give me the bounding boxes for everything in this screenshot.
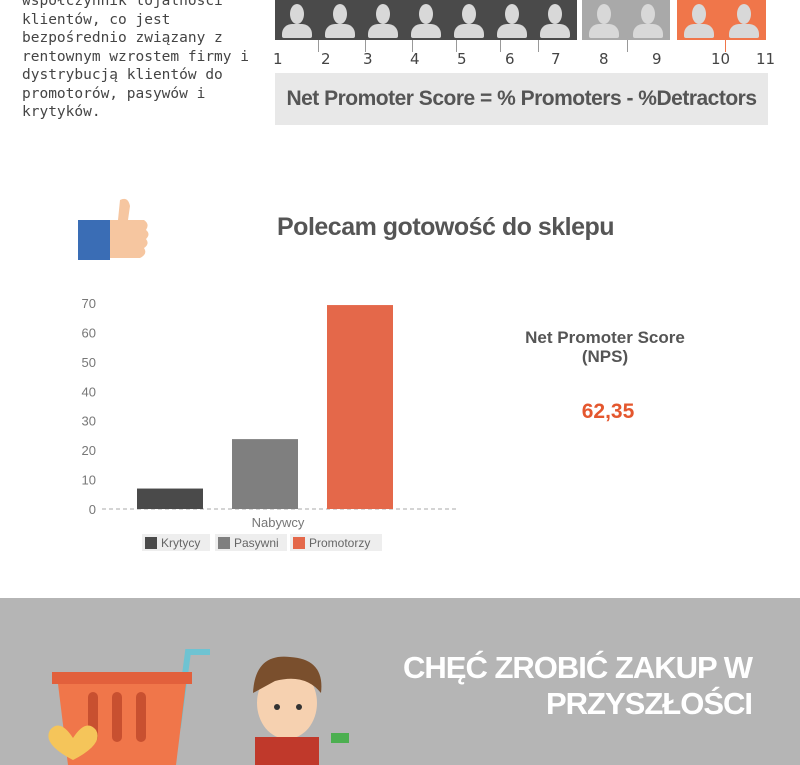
person-icon [365,4,401,40]
passives-group [582,0,670,40]
shopping-basket-icon [48,649,210,765]
businessman-icon [253,656,349,765]
legend-item [142,534,210,551]
y-tick-label: 30 [82,414,96,429]
scale-tick [456,40,457,52]
y-tick-label: 70 [82,296,96,311]
person-icon [408,4,444,40]
legend-swatch [218,537,230,549]
legend-swatch [293,537,305,549]
nps-label: Net Promoter Score (NPS) [525,328,685,366]
person-icon [630,4,666,40]
x-axis-label: Nabywcy [252,515,305,530]
legend-label: Krytycy [161,536,200,550]
bar-pasywni [232,439,298,509]
scale-label: 7 [551,50,561,68]
intro-text: współczynnik lojalności klientów, co jes… [22,0,249,120]
person-icon [586,4,622,40]
detractors-group [275,0,577,40]
scale-label: 11 [756,50,776,68]
person-icon [494,4,530,40]
scale-label: 5 [457,50,467,68]
person-icon [451,4,487,40]
scale-label: 1 [273,50,283,68]
scale-label: 8 [599,50,609,68]
scale-label: 3 [363,50,373,68]
scale-label: 10 [711,50,731,68]
bar-chart: 0 10 20 30 40 50 60 70 Nabywcy Krytycy Pasywni Prom… [82,296,458,551]
person-icon [322,4,358,40]
y-tick-label: 10 [82,473,96,488]
scale-tick [318,40,319,52]
legend-item [215,534,287,551]
scale-label: 4 [410,50,420,68]
promoters-group [677,0,766,40]
section-heading: CHĘĆ ZROBIĆ ZAKUP W PRZYSZŁOŚCI [403,650,753,721]
y-tick-label: 50 [82,355,96,370]
scale-label: 6 [505,50,515,68]
scale-tick [412,40,413,52]
scale-tick [538,40,539,52]
legend-label: Pasywni [234,536,279,550]
person-icon [537,4,573,40]
bar-promotorzy [327,305,393,509]
y-tick-label: 60 [82,325,96,340]
y-tick-label: 20 [82,443,96,458]
thumbs-up-icon [78,198,149,260]
purchase-intent-section: CHĘĆ ZROBIĆ ZAKUP W PRZYSZŁOŚCI [0,598,800,765]
score-scale: 1 2 3 4 5 6 7 8 9 10 11 [270,50,780,72]
scale-label: 9 [652,50,662,68]
nps-value: 62,35 [581,400,635,423]
scale-label: 2 [321,50,331,68]
scale-tick [500,40,501,52]
legend-swatch [145,537,157,549]
legend-label: Promotorzy [309,536,370,550]
person-icon [681,4,717,40]
chart-title: Polecam gotowość do sklepu [277,213,615,241]
bar-krytycy [137,488,203,509]
scale-tick [725,40,726,52]
y-tick-label: 40 [82,384,96,399]
scale-tick [627,40,628,52]
person-icon [279,4,315,40]
y-tick-label: 0 [89,502,96,517]
legend-item [290,534,382,551]
scale-tick [365,40,366,52]
nps-formula: Net Promoter Score = % Promoters - %Detr… [275,73,768,125]
person-icon [726,4,762,40]
